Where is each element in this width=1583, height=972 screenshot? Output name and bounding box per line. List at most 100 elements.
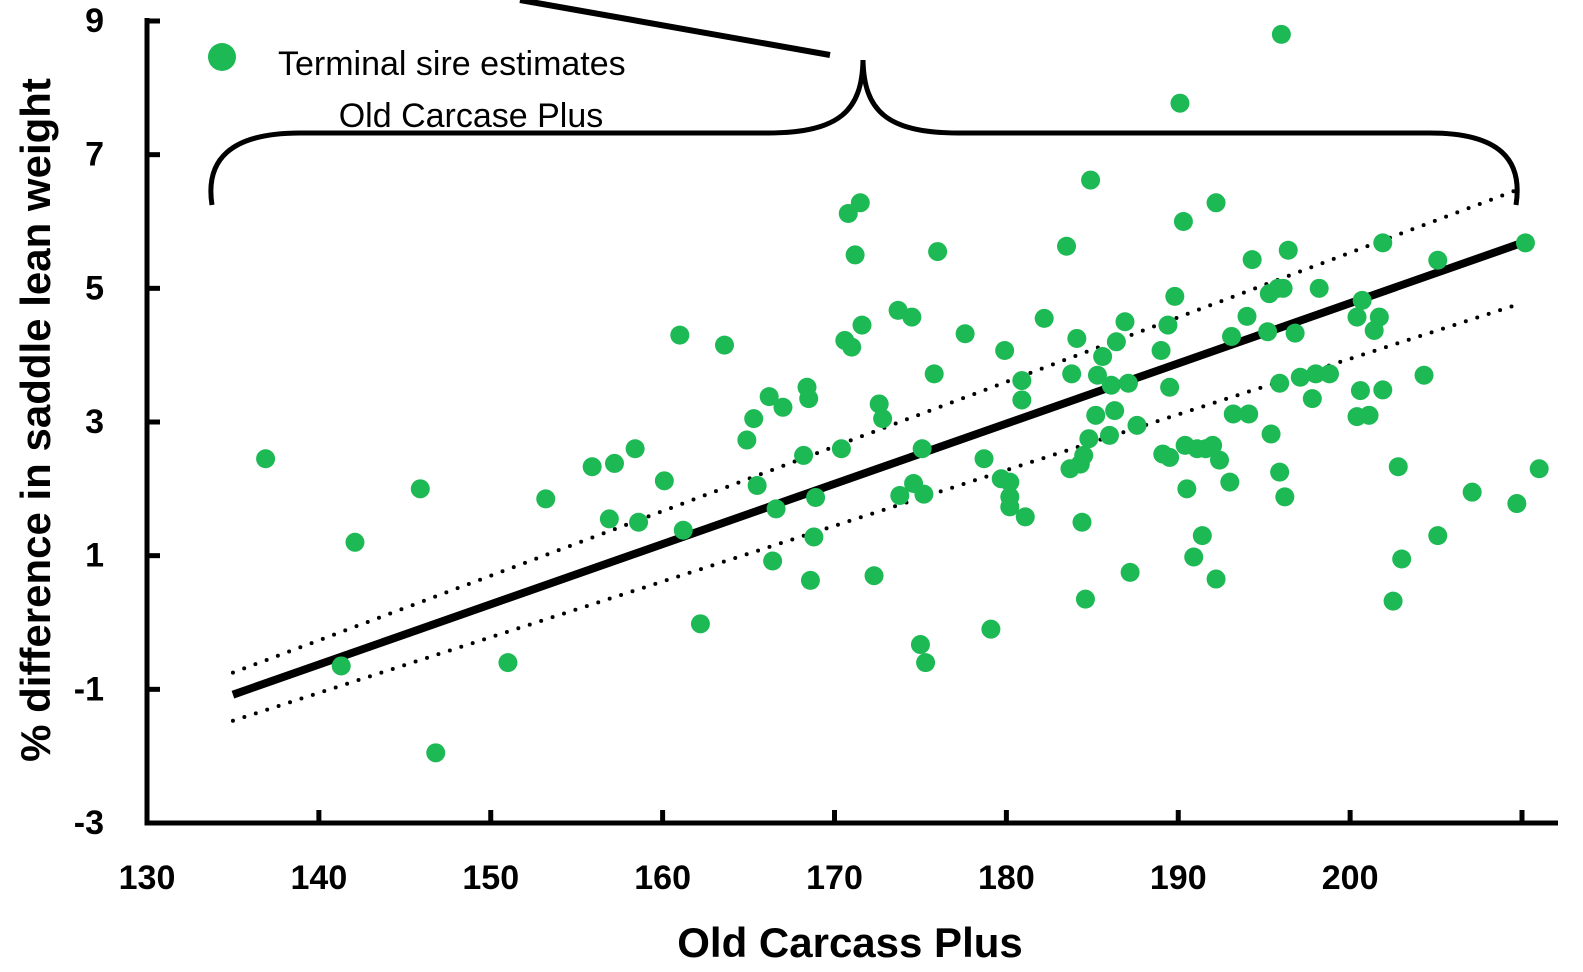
data-point [773,397,793,417]
data-point [345,532,365,552]
x-ticks: 130 140 150 160 170 180 190 200 [119,810,1525,897]
x-tick-label: 190 [1150,859,1207,897]
data-point [804,527,824,547]
data-point [1115,312,1135,332]
data-point [1290,367,1310,387]
data-point [845,245,865,265]
data-point [869,394,889,414]
data-point [1074,445,1094,465]
data-point [1428,250,1448,270]
data-point [1302,389,1322,409]
x-tick-label: 140 [291,859,348,897]
x-tick-label: 130 [119,859,176,897]
confidence-band-line [230,186,1524,675]
data-point [1462,482,1482,502]
legend-label: Terminal sire estimates [278,45,626,83]
legend-marker [208,43,236,71]
data-point [914,484,934,504]
data-point [910,635,930,655]
data-point [1261,424,1281,444]
x-tick-label: 150 [462,859,519,897]
data-point [1120,562,1140,582]
data-point [1100,425,1119,445]
data-point [1203,435,1223,455]
data-point [1373,380,1393,400]
data-point [1352,290,1372,310]
data-point [1170,93,1190,113]
regression-line [231,239,1524,699]
data-point [1072,512,1092,532]
data-point [1239,404,1259,424]
data-point [1081,170,1101,190]
data-point [794,445,814,465]
data-point [1000,487,1020,507]
data-point [670,325,690,345]
data-point [1507,494,1527,514]
data-point [916,653,936,673]
data-point [1173,212,1193,231]
data-point [1062,364,1082,384]
data-point [1057,236,1077,256]
data-point [715,335,734,355]
data-point [1127,415,1147,435]
data-point [1383,591,1403,611]
data-point [1165,286,1185,306]
data-point [1320,364,1339,384]
data-point [1529,459,1549,479]
data-point [1206,193,1226,213]
data-point [1101,375,1121,395]
data-point [1210,450,1229,470]
data-point [605,453,624,473]
data-point [1184,547,1204,567]
data-point [1258,322,1278,342]
data-point [955,324,975,344]
data-point [1237,306,1257,326]
data-point [1093,347,1113,367]
data-point [1273,278,1293,298]
data-point [625,439,645,459]
data-point [852,315,872,335]
data-point [1160,377,1180,397]
y-axis-title: % difference in saddle lean weight [12,78,59,762]
data-point [1118,373,1138,393]
axes: -3 -1 1 3 5 7 9 130 140 150 160 170 180 190 200 [74,2,1558,897]
data-point [1222,326,1242,346]
data-point [1067,328,1087,348]
x-axis-title: Old Carcass Plus [677,919,1023,966]
data-point [928,242,948,262]
x-tick-label: 180 [978,859,1035,897]
data-point [1158,315,1178,335]
data-point [912,439,932,459]
data-point [1242,250,1262,270]
data-point [1285,323,1305,343]
data-point [1278,240,1298,260]
annotation-brace [208,59,1520,206]
y-tick-label: 7 [85,136,104,174]
data-point [974,449,994,469]
y-tick-label: -3 [74,804,104,842]
y-tick-label: 3 [85,403,104,441]
data-point [924,364,944,384]
data-point [1151,340,1171,360]
data-point [831,439,851,459]
data-point [1012,371,1032,391]
data-point [800,570,820,590]
data-points [256,24,1549,763]
data-point [1270,373,1290,393]
data-point [1347,307,1367,327]
data-point [1192,526,1212,546]
data-point [763,551,783,571]
data-point [256,449,276,469]
data-point [1075,589,1095,609]
data-point [1206,569,1226,589]
data-point [1079,429,1099,449]
data-point [842,337,862,357]
data-point [1414,365,1434,385]
data-point [1350,381,1370,401]
data-point [1359,405,1379,425]
data-point [1271,24,1291,44]
data-point [1373,233,1393,253]
y-tick-label: 9 [85,2,104,40]
data-point [410,479,430,499]
